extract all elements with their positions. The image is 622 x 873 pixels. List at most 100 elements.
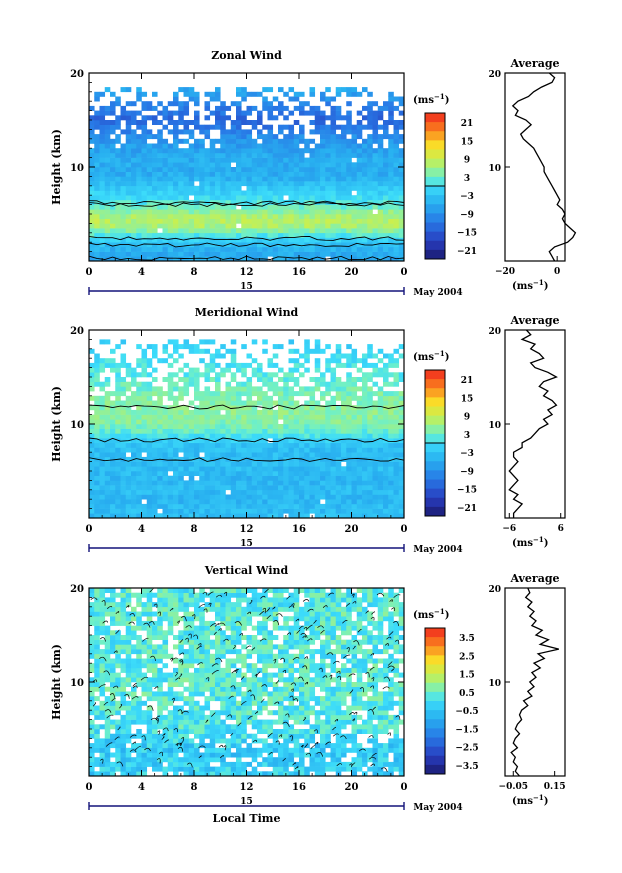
heatmap-cell bbox=[99, 171, 106, 177]
heatmap-cell bbox=[288, 246, 295, 252]
heatmap-cell bbox=[309, 409, 316, 415]
zero-contour bbox=[88, 404, 405, 410]
heatmap-cell bbox=[146, 447, 153, 453]
heatmap-cell bbox=[320, 480, 326, 486]
heatmap-cell bbox=[377, 499, 384, 505]
heatmap-cell bbox=[125, 143, 132, 149]
heatmap-cell bbox=[157, 138, 163, 144]
heatmap-cell bbox=[236, 480, 242, 486]
heatmap-cell bbox=[272, 204, 279, 210]
heatmap-cell bbox=[272, 148, 279, 154]
heatmap-cell bbox=[110, 181, 116, 187]
heatmap-cell bbox=[230, 499, 237, 505]
heatmap-cell bbox=[152, 761, 158, 767]
heatmap-cell bbox=[230, 414, 237, 420]
heatmap-cell bbox=[393, 700, 400, 706]
heatmap-cell bbox=[325, 381, 331, 387]
heatmap-cell bbox=[194, 747, 200, 753]
heatmap-cell bbox=[383, 696, 389, 702]
heatmap-cell bbox=[188, 167, 195, 172]
heatmap-cell bbox=[293, 246, 300, 252]
heatmap-cell bbox=[283, 428, 289, 434]
heatmap-cell bbox=[377, 433, 384, 439]
heatmap-cell bbox=[99, 228, 106, 234]
heatmap-cell bbox=[335, 747, 342, 753]
heatmap-cell bbox=[367, 190, 373, 196]
heatmap-cell bbox=[99, 428, 106, 434]
heatmap-cell bbox=[230, 362, 237, 368]
heatmap-cell bbox=[304, 503, 310, 509]
heatmap-cell bbox=[283, 729, 289, 734]
heatmap-cell bbox=[136, 400, 142, 406]
heatmap-cell bbox=[215, 461, 221, 467]
heatmap-cell bbox=[146, 242, 153, 248]
heatmap-cell bbox=[367, 442, 373, 448]
heatmap-cell bbox=[136, 447, 142, 453]
heatmap-cell bbox=[115, 209, 121, 215]
heatmap-cell bbox=[341, 199, 347, 205]
heatmap-cell bbox=[351, 466, 358, 472]
heatmap-cell bbox=[309, 209, 316, 215]
heatmap-cell bbox=[162, 218, 169, 224]
heatmap-cell bbox=[325, 152, 331, 158]
heatmap-cell bbox=[131, 400, 137, 406]
heatmap-cell bbox=[304, 344, 310, 350]
heatmap-cell bbox=[398, 710, 405, 716]
heatmap-cell bbox=[225, 442, 232, 448]
heatmap-cell bbox=[209, 228, 216, 234]
heatmap-cell bbox=[131, 466, 137, 472]
heatmap-cell bbox=[173, 433, 179, 439]
heatmap-cell bbox=[241, 485, 247, 491]
heatmap-cell bbox=[335, 489, 342, 495]
heatmap-cell bbox=[157, 752, 163, 758]
heatmap-cell bbox=[241, 190, 247, 196]
heatmap-cell bbox=[146, 362, 153, 368]
heatmap-cell bbox=[257, 386, 263, 392]
heatmap-cell bbox=[204, 729, 211, 734]
heatmap-cell bbox=[188, 148, 195, 154]
heatmap-cell bbox=[288, 162, 295, 168]
heatmap-cell bbox=[178, 367, 184, 373]
heatmap-cell bbox=[283, 218, 289, 224]
heatmap-cell bbox=[288, 391, 295, 397]
heatmap-cell bbox=[388, 400, 394, 406]
heatmap-cell bbox=[383, 729, 389, 734]
heatmap-cell bbox=[173, 733, 179, 739]
heatmap-cell bbox=[199, 761, 205, 767]
heatmap-cell bbox=[314, 513, 321, 519]
heatmap-cell bbox=[194, 438, 200, 444]
heatmap-cell bbox=[215, 157, 221, 163]
heatmap-cell bbox=[230, 700, 237, 706]
heatmap-cell bbox=[257, 700, 263, 706]
heatmap-cell bbox=[367, 480, 373, 486]
heatmap-cell bbox=[115, 362, 121, 368]
heatmap-cell bbox=[183, 513, 190, 519]
heatmap-cell bbox=[230, 400, 237, 406]
heatmap-cell bbox=[320, 391, 326, 397]
heatmap-cell bbox=[393, 438, 400, 444]
heatmap-cell bbox=[136, 372, 142, 378]
heatmap-cell bbox=[330, 499, 337, 505]
heatmap-cell bbox=[330, 204, 337, 210]
heatmap-cell bbox=[388, 237, 394, 243]
heatmap-cell bbox=[351, 124, 358, 130]
heatmap-cell bbox=[188, 190, 195, 196]
heatmap-cell bbox=[262, 96, 268, 102]
heatmap-cell bbox=[388, 475, 394, 481]
heatmap-cell bbox=[104, 120, 111, 125]
heatmap-cell bbox=[188, 209, 195, 215]
heatmap-cell bbox=[230, 691, 237, 697]
heatmap-cell bbox=[167, 438, 174, 444]
heatmap-cell bbox=[125, 729, 132, 734]
heatmap-cell bbox=[99, 508, 106, 514]
heatmap-cell bbox=[120, 442, 127, 448]
heatmap-cell bbox=[320, 372, 326, 378]
heatmap-cell bbox=[178, 466, 184, 472]
heatmap-cell bbox=[125, 447, 132, 453]
heatmap-cell bbox=[199, 513, 205, 519]
heatmap-cell bbox=[99, 162, 106, 168]
heatmap-cell bbox=[346, 471, 352, 476]
heatmap-cell bbox=[131, 148, 137, 154]
heatmap-cell bbox=[199, 447, 205, 453]
